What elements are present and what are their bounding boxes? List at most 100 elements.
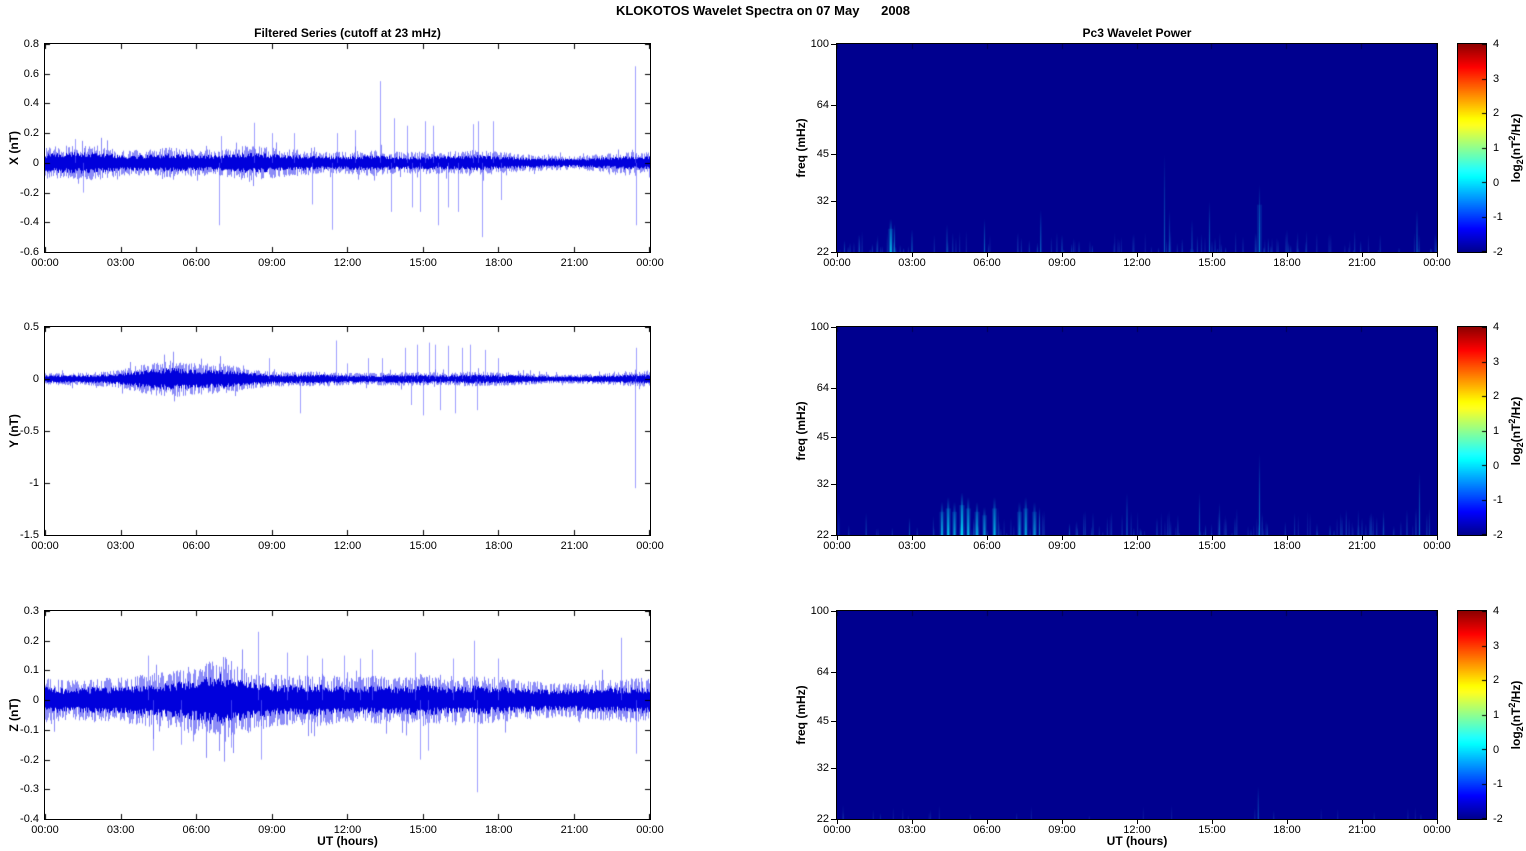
- y-tick-label: 0: [32, 694, 39, 707]
- x-tick-label: 00:00: [823, 540, 851, 552]
- x-tick-label: 21:00: [560, 257, 589, 269]
- y-wavelet-panel: [836, 326, 1438, 536]
- z-series-panel: [44, 610, 651, 820]
- x-wavelet-panel: [836, 43, 1438, 253]
- axis-tick: [1137, 253, 1138, 257]
- axis-tick: [837, 536, 838, 540]
- x-tick-label: 00:00: [823, 257, 851, 269]
- colorbar-canvas-3: [1458, 611, 1486, 819]
- x-tick-label: 21:00: [560, 824, 589, 836]
- colorbar-tick-label: -1: [1493, 211, 1503, 224]
- y-tick-label: -0.6: [20, 246, 39, 258]
- x-tick-label: 06:00: [182, 540, 211, 552]
- x-tick-label: 00:00: [1423, 257, 1451, 269]
- axis-tick: [1287, 536, 1288, 540]
- axis-tick: [1362, 820, 1363, 824]
- x-tick-label: 15:00: [409, 540, 437, 552]
- freq-tick-label: 22: [816, 813, 829, 825]
- wavelet-power-title: Pc3 Wavelet Power: [1082, 26, 1192, 40]
- y-tick-label: -0.2: [20, 753, 39, 766]
- axis-tick: [831, 721, 836, 722]
- y-tick-label: 0.1: [23, 664, 39, 677]
- freq-tick-label: 45: [816, 147, 829, 160]
- y-wavelet-canvas: [837, 327, 1437, 535]
- x-tick-label: 18:00: [1273, 257, 1301, 269]
- x-tick-label: 12:00: [333, 824, 362, 836]
- y-tick-label: -1.5: [20, 529, 39, 541]
- x-tick-label: 12:00: [1123, 540, 1151, 552]
- axis-tick: [1212, 253, 1213, 257]
- x-tick-label: 00:00: [636, 540, 664, 552]
- x-tick-label: 03:00: [106, 540, 135, 552]
- x-tick-label: 15:00: [409, 824, 437, 836]
- axis-tick: [837, 253, 838, 257]
- colorbar-tick-label: -2: [1493, 813, 1503, 825]
- axis-tick: [831, 201, 836, 202]
- x-tick-label: 00:00: [1423, 540, 1451, 552]
- ut-hours-label-right: UT (hours): [1106, 834, 1168, 848]
- y-series-panel: [44, 326, 651, 536]
- colorbar-tick-label: -2: [1493, 529, 1503, 541]
- colorbar-tick-label: 4: [1493, 38, 1500, 50]
- x-tick-label: 09:00: [1048, 540, 1076, 552]
- x-tick-label: 12:00: [333, 540, 362, 552]
- colorbar-tick-label: 1: [1493, 425, 1500, 437]
- colorbar-tick-label: -2: [1493, 246, 1503, 258]
- x-tick-label: 00:00: [823, 824, 851, 836]
- axis-tick: [1062, 820, 1063, 824]
- freq-tick-label: 22: [816, 529, 829, 541]
- axis-tick: [1437, 820, 1438, 824]
- y-tick-label: -0.3: [20, 783, 39, 796]
- x-tick-label: 12:00: [1123, 824, 1151, 836]
- y-tick-label: 0.4: [23, 97, 39, 110]
- axis-tick: [1062, 253, 1063, 257]
- x-tick-label: 00:00: [31, 540, 59, 552]
- freq-tick-label: 32: [816, 477, 829, 490]
- y-tick-label: 0: [32, 373, 39, 385]
- x-wavelet-canvas: [837, 44, 1437, 252]
- x-tick-label: 09:00: [1048, 257, 1076, 269]
- x-tick-label: 15:00: [1198, 257, 1226, 269]
- freq-tick-label: 64: [816, 99, 829, 112]
- colorbar-canvas-1: [1458, 44, 1486, 252]
- freq-tick-label: 32: [816, 761, 829, 774]
- y-tick-label: -0.4: [20, 813, 39, 825]
- axis-tick: [987, 536, 988, 540]
- axis-tick: [1362, 536, 1363, 540]
- x-tick-label: 18:00: [1273, 540, 1301, 552]
- x-tick-label: 12:00: [333, 257, 362, 269]
- y-tick-label: -0.4: [20, 216, 39, 229]
- x-tick-label: 00:00: [636, 257, 664, 269]
- axis-tick: [1212, 820, 1213, 824]
- colorbar-tick-label: 2: [1493, 107, 1500, 120]
- freq-tick-label: 100: [810, 605, 829, 617]
- x-tick-label: 06:00: [973, 824, 1001, 836]
- x-tick-label: 18:00: [1273, 824, 1301, 836]
- y-tick-label: -1: [29, 477, 39, 489]
- y-tick-label: 0: [32, 156, 39, 169]
- x-tick-label: 09:00: [258, 824, 286, 836]
- y-tick-label: -0.2: [20, 186, 39, 199]
- axis-tick: [837, 820, 838, 824]
- axis-tick: [831, 327, 836, 328]
- colorbar-tick-label: 4: [1493, 321, 1500, 333]
- x-tick-label: 03:00: [106, 824, 135, 836]
- x-tick-label: 15:00: [409, 257, 437, 269]
- colorbar-tick-label: -1: [1493, 494, 1503, 507]
- x-series-canvas: [45, 44, 650, 252]
- axis-tick: [1287, 253, 1288, 257]
- axis-tick: [831, 768, 836, 769]
- freq-tick-label: 100: [810, 38, 829, 50]
- x-tick-label: 21:00: [560, 540, 589, 552]
- figure-title: KLOKOTOS Wavelet Spectra on 07 May 2008: [615, 3, 911, 18]
- axis-tick: [1137, 820, 1138, 824]
- y-tick-label: 0.8: [23, 38, 39, 50]
- colorbar-1: [1457, 43, 1487, 253]
- axis-tick: [831, 819, 836, 820]
- x-tick-label: 21:00: [1348, 540, 1376, 552]
- axis-tick: [831, 672, 836, 673]
- x-tick-label: 03:00: [898, 540, 926, 552]
- freq-tick-label: 45: [816, 714, 829, 727]
- axis-tick: [987, 253, 988, 257]
- colorbar-tick-label: 0: [1493, 743, 1500, 756]
